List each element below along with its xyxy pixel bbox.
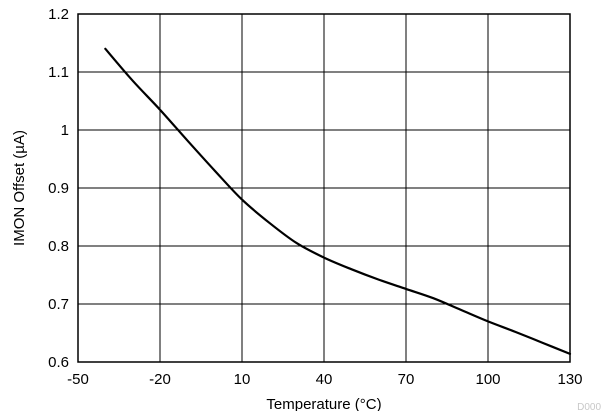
y-tick-label: 1.2 bbox=[48, 6, 69, 23]
y-axis-ticks: 0.6 0.7 0.8 0.9 1 1.1 1.2 bbox=[48, 6, 69, 371]
series-line bbox=[104, 47, 572, 355]
x-tick-label: 10 bbox=[234, 371, 251, 388]
x-tick-label: 70 bbox=[398, 371, 415, 388]
grid bbox=[78, 14, 570, 362]
series-points bbox=[105, 48, 571, 354]
x-tick-label: -50 bbox=[67, 371, 89, 388]
x-tick-label: 40 bbox=[316, 371, 333, 388]
x-axis-ticks: -50 -20 10 40 70 100 130 bbox=[67, 371, 582, 388]
x-tick-label: 100 bbox=[475, 371, 500, 388]
y-tick-label: 0.9 bbox=[48, 180, 69, 197]
y-tick-label: 0.7 bbox=[48, 296, 69, 313]
watermark: D000 bbox=[577, 402, 601, 411]
y-tick-label: 0.6 bbox=[48, 354, 69, 371]
x-tick-label: 130 bbox=[557, 371, 582, 388]
y-axis-title: IMON Offset (µA) bbox=[11, 130, 28, 246]
y-tick-label: 0.8 bbox=[48, 238, 69, 255]
plot-area-frame bbox=[77, 13, 571, 363]
x-tick-label: -20 bbox=[149, 371, 171, 388]
y-tick-label: 1.1 bbox=[48, 64, 69, 81]
y-tick-label: 1 bbox=[61, 122, 69, 139]
x-axis-title: Temperature (°C) bbox=[266, 396, 381, 411]
